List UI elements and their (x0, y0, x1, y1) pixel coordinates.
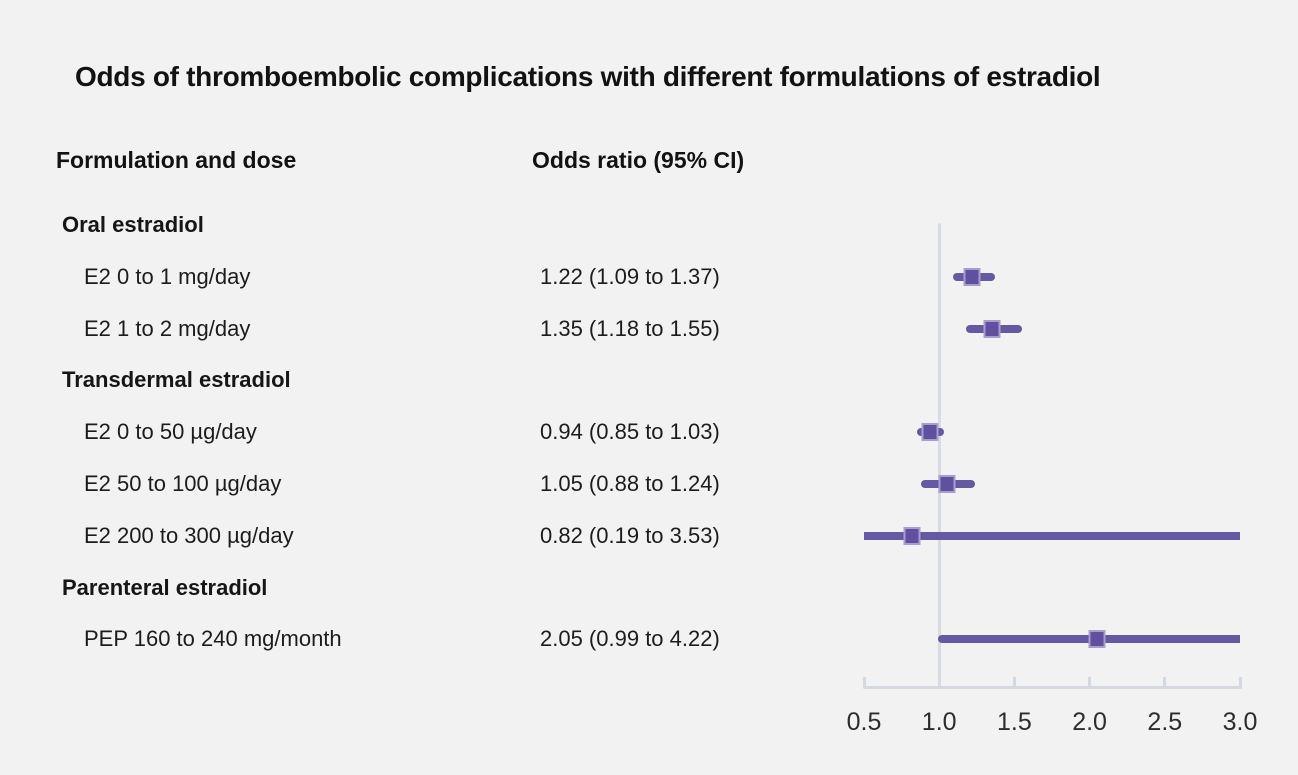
row-value: 1.35 (1.18 to 1.55) (540, 315, 720, 341)
point-estimate-marker (921, 423, 939, 442)
x-axis-tick-label: 0.5 (846, 708, 882, 736)
point-estimate-marker (1088, 630, 1106, 649)
point-estimate-marker (983, 319, 1001, 338)
reference-line (937, 223, 941, 689)
x-axis-tick-label: 1.5 (997, 708, 1032, 736)
x-axis-tick-label: 2.0 (1072, 708, 1107, 736)
x-axis-tick (1238, 677, 1242, 686)
group-label: Transdermal estradiol (62, 367, 291, 393)
row-value: 2.05 (0.99 to 4.22) (540, 626, 720, 652)
x-axis-tick-label: 3.0 (1222, 708, 1258, 736)
x-axis-tick (1012, 677, 1016, 686)
row-value: 0.94 (0.85 to 1.03) (540, 419, 720, 445)
x-axis-tick (1088, 677, 1092, 686)
figure-title: Odds of thromboembolic complications wit… (75, 61, 1101, 92)
row-value: 1.22 (1.09 to 1.37) (540, 263, 720, 289)
column-header-formulation: Formulation and dose (56, 147, 297, 173)
x-axis-tick-label: 2.5 (1147, 708, 1183, 736)
x-axis-tick-label: 1.0 (921, 708, 957, 736)
point-estimate-marker (903, 526, 921, 545)
column-header-odds-ratio: Odds ratio (95% CI) (532, 147, 745, 173)
x-axis-tick (862, 677, 866, 686)
x-axis-tick (1163, 677, 1167, 686)
row-label: PEP 160 to 240 mg/month (84, 626, 342, 652)
row-label: E2 200 to 300 µg/day (84, 522, 294, 548)
row-label: E2 50 to 100 µg/day (84, 471, 282, 496)
ci-bar (864, 531, 1240, 540)
group-label: Parenteral estradiol (62, 574, 268, 600)
group-label: Oral estradiol (62, 212, 204, 237)
x-axis-line (862, 686, 1242, 689)
point-estimate-marker (963, 267, 981, 286)
row-value: 1.05 (0.88 to 1.24) (540, 471, 720, 496)
row-label: E2 0 to 1 mg/day (84, 263, 251, 289)
point-estimate-marker (938, 475, 956, 493)
row-label: E2 1 to 2 mg/day (84, 315, 251, 341)
row-label: E2 0 to 50 µg/day (84, 419, 257, 445)
row-value: 0.82 (0.19 to 3.53) (540, 522, 720, 548)
